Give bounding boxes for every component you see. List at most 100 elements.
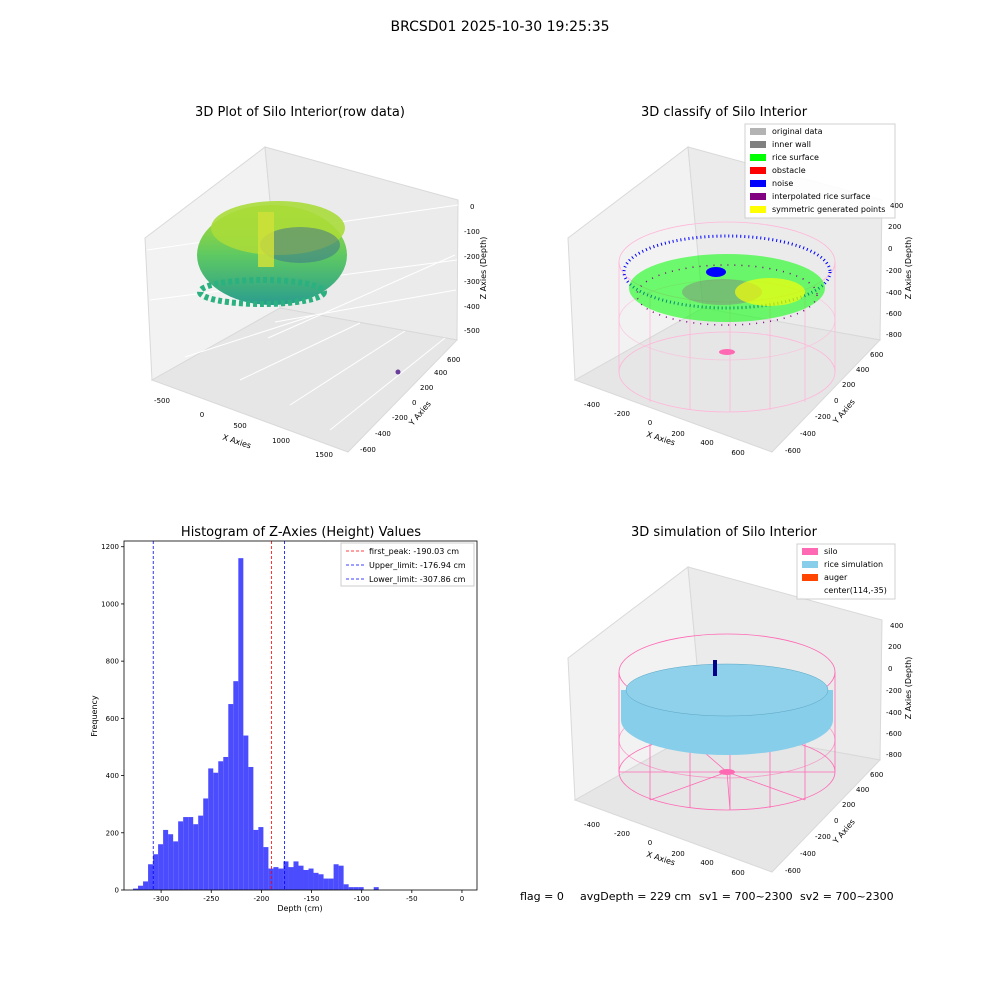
panel-simulation-title: 3D simulation of Silo Interior bbox=[631, 525, 818, 540]
x-tick-label: 0 bbox=[200, 411, 204, 419]
simulation-auger bbox=[713, 660, 717, 676]
flag-text: flag = 0 bbox=[520, 890, 564, 903]
sv1-text: sv1 = 700~2300 bbox=[699, 890, 793, 903]
legend-entry: center(114,-35) bbox=[824, 586, 887, 595]
legend-swatch bbox=[750, 141, 766, 148]
histogram-bar bbox=[213, 772, 219, 890]
legend-entry: noise bbox=[772, 179, 793, 188]
x-tick-label: -250 bbox=[203, 895, 219, 903]
histogram-bar bbox=[333, 864, 339, 890]
x-tick-label: -300 bbox=[153, 895, 169, 903]
histogram-bar bbox=[218, 761, 224, 890]
simulation-legend: silo rice simulation auger center(114,-3… bbox=[796, 543, 896, 600]
histogram-bar bbox=[358, 887, 364, 890]
histogram-bar bbox=[338, 865, 344, 890]
classify-floor-marker bbox=[719, 349, 735, 355]
legend-swatch bbox=[802, 574, 818, 581]
simulation-rice-top-surface bbox=[625, 663, 829, 717]
avg-depth-text: avgDepth = 229 cm bbox=[580, 890, 691, 903]
x-tick-label: 0 bbox=[648, 419, 652, 427]
z-tick-label: -600 bbox=[886, 310, 902, 318]
legend-entry: inner wall bbox=[772, 140, 811, 149]
histogram-bar bbox=[178, 821, 184, 890]
x-tick-label: 600 bbox=[731, 869, 744, 877]
x-tick-label: -50 bbox=[406, 895, 417, 903]
y-tick-label: -600 bbox=[785, 867, 801, 875]
x-tick-label: -200 bbox=[614, 410, 630, 418]
histogram-bar bbox=[258, 827, 264, 890]
y-tick-label: 400 bbox=[434, 369, 447, 377]
y-tick-label: 400 bbox=[106, 772, 119, 780]
sv2-text: sv2 = 700~2300 bbox=[800, 890, 894, 903]
histogram-legend: first_peak: -190.03 cm Upper_limit: -176… bbox=[340, 542, 475, 587]
floor-pane bbox=[573, 727, 882, 873]
legend-entry: auger bbox=[824, 573, 848, 582]
histogram-y-ticks: 0 200 400 600 800 1000 1200 bbox=[101, 543, 124, 895]
y-tick-label: 1200 bbox=[101, 543, 119, 551]
legend-frame bbox=[744, 123, 896, 219]
x-tick-label: 200 bbox=[671, 850, 684, 858]
legend-entry: Upper_limit: -176.94 cm bbox=[369, 561, 466, 570]
histogram-bar bbox=[148, 864, 154, 890]
raw-silo-interior bbox=[260, 227, 340, 263]
histogram-bar bbox=[313, 872, 319, 890]
histogram-bar bbox=[323, 878, 329, 890]
legend-entry: obstacle bbox=[772, 166, 806, 175]
y-tick-label: -200 bbox=[815, 413, 831, 421]
y-tick-label: 600 bbox=[870, 351, 883, 359]
x-tick-label: 1000 bbox=[272, 437, 290, 445]
x-tick-label: -150 bbox=[304, 895, 320, 903]
raw-y-axis-label: Y Axies bbox=[407, 399, 433, 428]
legend-swatch bbox=[750, 167, 766, 174]
legend-entry: rice simulation bbox=[824, 560, 883, 569]
histogram-bar bbox=[353, 887, 359, 890]
raw-base-ring bbox=[197, 277, 327, 307]
legend-swatch bbox=[750, 154, 766, 161]
z-tick-label: 0 bbox=[888, 245, 892, 253]
simulation-z-ticks: 400 200 0 -200 -400 -600 -800 bbox=[886, 622, 903, 759]
histogram-bar bbox=[293, 861, 299, 890]
histogram-bar bbox=[248, 766, 254, 890]
floor-pane bbox=[150, 307, 459, 453]
y-tick-label: -400 bbox=[800, 430, 816, 438]
simulation-x-ticks: -400 -200 0 200 400 600 bbox=[584, 821, 745, 877]
histogram-bar bbox=[158, 844, 164, 890]
z-tick-label: -600 bbox=[886, 730, 902, 738]
classify-z-axis-label: Z Axies (Depth) bbox=[904, 237, 913, 300]
legend-entry: rice surface bbox=[772, 153, 819, 162]
y-tick-label: 600 bbox=[447, 356, 460, 364]
histogram-bar bbox=[173, 841, 179, 890]
x-tick-label: 1500 bbox=[315, 451, 333, 459]
histogram-bar bbox=[208, 768, 214, 890]
panel-histogram: Histogram of Z-Axies (Height) Values -30… bbox=[90, 525, 478, 913]
histogram-bar bbox=[233, 681, 239, 890]
y-tick-label: 200 bbox=[842, 381, 855, 389]
z-tick-label: 400 bbox=[890, 202, 903, 210]
histogram-bar bbox=[288, 867, 294, 890]
y-tick-label: 0 bbox=[115, 887, 119, 895]
legend-entry: interpolated rice surface bbox=[772, 192, 870, 201]
simulation-floor-marker bbox=[719, 769, 735, 775]
panel-classify: 3D classify of Silo Interior original da… bbox=[567, 105, 913, 457]
legend-entry: original data bbox=[772, 127, 823, 136]
legend-entry: Lower_limit: -307.86 cm bbox=[369, 575, 466, 584]
histogram-bar bbox=[283, 861, 289, 890]
panel-classify-title: 3D classify of Silo Interior bbox=[641, 105, 808, 120]
classify-noise-ring bbox=[622, 234, 832, 310]
x-tick-label: 600 bbox=[731, 449, 744, 457]
y-tick-label: -400 bbox=[375, 430, 391, 438]
z-tick-label: -100 bbox=[464, 228, 480, 236]
histogram-y-axis-label: Frequency bbox=[90, 695, 99, 737]
z-tick-label: -300 bbox=[464, 278, 480, 286]
z-tick-label: 0 bbox=[888, 665, 892, 673]
histogram-bar bbox=[243, 735, 249, 890]
x-tick-label: 400 bbox=[700, 859, 713, 867]
y-tick-label: 200 bbox=[842, 801, 855, 809]
y-tick-label: 600 bbox=[870, 771, 883, 779]
legend-swatch bbox=[750, 193, 766, 200]
x-tick-label: 0 bbox=[460, 895, 464, 903]
histogram-bar bbox=[343, 884, 349, 890]
legend-entry: silo bbox=[824, 547, 838, 556]
histogram-bar bbox=[183, 817, 189, 890]
panel-simulation: 3D simulation of Silo Interior silo bbox=[567, 525, 913, 877]
